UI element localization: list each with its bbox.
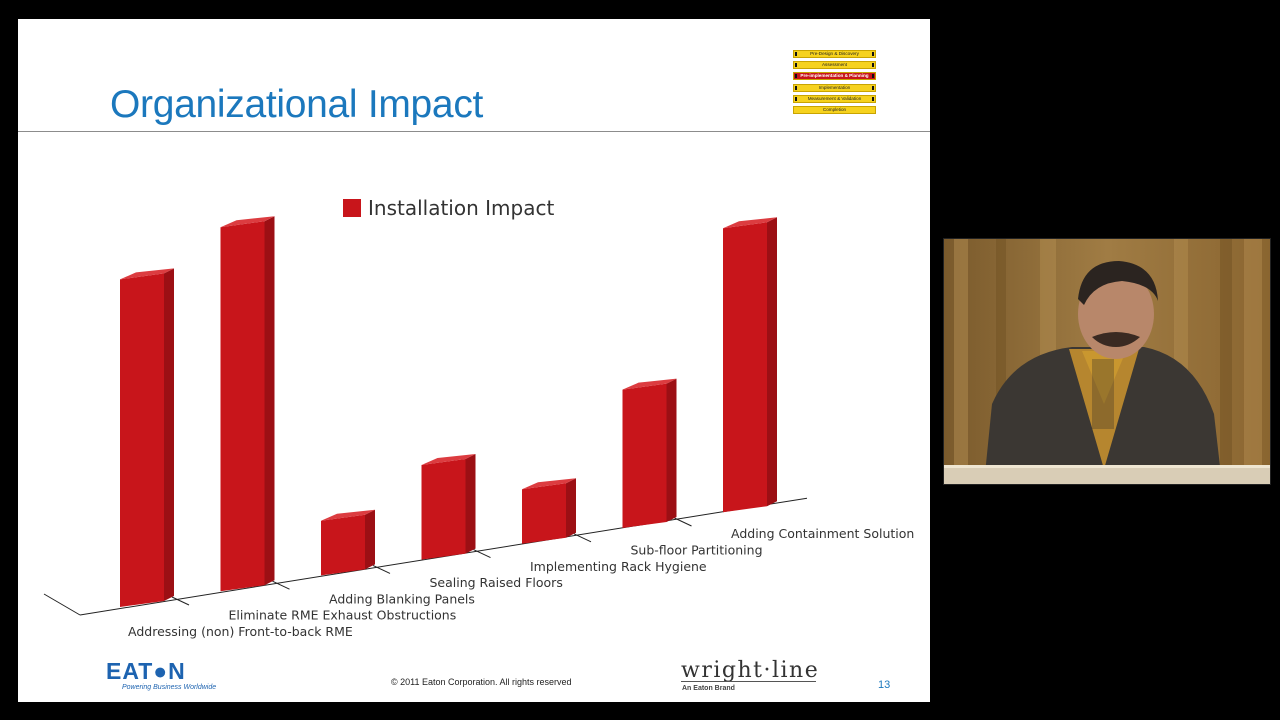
category-label: Sub-floor Partitioning bbox=[631, 543, 763, 558]
bar bbox=[220, 216, 275, 592]
bar-side-face bbox=[566, 478, 576, 538]
bar bbox=[321, 509, 375, 576]
bar-front-face bbox=[522, 483, 566, 544]
bar bbox=[120, 268, 174, 607]
bar bbox=[522, 478, 576, 544]
wrightline-tagline: An Eaton Brand bbox=[682, 685, 735, 692]
bar-top-face bbox=[421, 453, 476, 465]
phase-marker-left bbox=[795, 96, 797, 101]
bar-side-face bbox=[767, 217, 777, 507]
phase-nav-label: Pre-implementation & Planning bbox=[800, 73, 869, 79]
floor-separator-tick bbox=[372, 564, 391, 574]
phase-nav-item: Measurement & Validation bbox=[793, 94, 876, 103]
floor-separator-tick bbox=[674, 517, 692, 527]
slide-title: Organizational Impact bbox=[110, 83, 484, 126]
category-label: Adding Blanking Panels bbox=[329, 591, 475, 606]
bar-front-face bbox=[120, 273, 164, 607]
bar-top-face bbox=[321, 509, 375, 521]
bar-front-face bbox=[220, 221, 265, 592]
phase-nav-label: Completion bbox=[822, 106, 847, 112]
bar-top-face bbox=[120, 268, 174, 280]
bar-front-face bbox=[723, 222, 767, 513]
floor-left-edge bbox=[43, 593, 81, 616]
phase-marker-left bbox=[795, 85, 797, 90]
bar-side-face bbox=[164, 268, 174, 601]
phase-nav-item: Pre-implementation & Planning bbox=[793, 72, 876, 81]
installation-impact-chart: Addressing (non) Front-to-back RMEElimin… bbox=[43, 196, 914, 639]
eaton-logo: EAT●N bbox=[106, 658, 186, 684]
bar-front-face bbox=[321, 514, 365, 576]
wrightline-logo: wright·line bbox=[681, 658, 820, 683]
phase-marker-left bbox=[795, 63, 797, 68]
phase-nav-label: Assessment bbox=[821, 62, 848, 68]
bar bbox=[421, 453, 476, 560]
floor-separator-tick bbox=[473, 549, 491, 559]
presenter-video-feed bbox=[943, 238, 1271, 485]
bar bbox=[622, 378, 677, 528]
slide-page-number: 13 bbox=[878, 679, 891, 691]
phase-nav-item: Completion bbox=[793, 105, 876, 114]
floor-separator-tick bbox=[272, 580, 290, 590]
wrightline-logo-underline bbox=[681, 681, 816, 682]
category-label: Eliminate RME Exhaust Obstructions bbox=[229, 608, 457, 623]
bar-front-face bbox=[421, 458, 466, 560]
eaton-tagline: Powering Business Worldwide bbox=[122, 684, 217, 691]
bar-side-face bbox=[465, 453, 476, 554]
category-label: Adding Containment Solution bbox=[731, 526, 914, 541]
phase-marker-right bbox=[872, 96, 874, 101]
category-label: Sealing Raised Floors bbox=[430, 575, 563, 590]
bar-top-face bbox=[220, 216, 275, 228]
phase-nav-label: Pre-Design & Discovery bbox=[810, 51, 859, 56]
presenter-video-image bbox=[944, 239, 1270, 484]
phase-nav-item: Assessment bbox=[793, 61, 876, 70]
phase-nav-label: Measurement & Validation bbox=[807, 95, 862, 101]
copyright-notice: © 2011 Eaton Corporation. All rights res… bbox=[391, 677, 572, 687]
bar bbox=[723, 217, 777, 513]
legend-swatch bbox=[343, 199, 361, 217]
chart-legend: Installation Impact bbox=[343, 196, 554, 220]
phase-nav-item: Pre-Design & Discovery bbox=[793, 50, 876, 58]
phase-marker-right bbox=[872, 85, 874, 90]
category-label: Addressing (non) Front-to-back RME bbox=[128, 624, 353, 639]
bar-side-face bbox=[666, 378, 677, 522]
phase-marker-right bbox=[872, 74, 874, 79]
chart-bars bbox=[120, 216, 777, 607]
phase-nav-label: Implementation bbox=[818, 84, 851, 90]
presentation-slide: Organizational Impact Pre-Design & Disco… bbox=[18, 19, 930, 702]
phase-marker-right bbox=[872, 52, 874, 56]
bar-front-face bbox=[622, 383, 667, 528]
bar-side-face bbox=[264, 216, 275, 586]
bar-top-face bbox=[622, 378, 677, 390]
phase-marker-left bbox=[795, 52, 797, 56]
floor-separator-tick bbox=[171, 596, 190, 606]
phase-nav-item: Implementation bbox=[793, 83, 876, 92]
bar-top-face bbox=[522, 478, 576, 490]
phase-navigation: Pre-Design & Discovery Assessment Pre-impl… bbox=[793, 50, 876, 117]
title-divider bbox=[18, 131, 930, 132]
phase-marker-left bbox=[795, 74, 797, 79]
category-label: Implementing Rack Hygiene bbox=[530, 559, 707, 574]
bar-side-face bbox=[365, 509, 375, 570]
floor-separator-tick bbox=[573, 533, 592, 543]
bar-top-face bbox=[723, 217, 777, 229]
chart-category-labels: Addressing (non) Front-to-back RMEElimin… bbox=[128, 526, 914, 639]
phase-marker-right bbox=[872, 63, 874, 68]
legend-label: Installation Impact bbox=[368, 196, 554, 220]
